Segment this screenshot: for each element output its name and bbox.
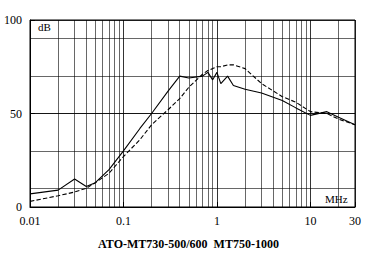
svg-text:0.1: 0.1 [116,214,131,228]
svg-text:MHz: MHz [325,193,348,205]
svg-text:0.01: 0.01 [20,214,41,228]
svg-text:ATO-MT730-500/600 MT750-1000: ATO-MT730-500/600 MT750-1000 [98,237,279,251]
svg-text:dB: dB [38,21,51,33]
svg-text:100: 100 [4,13,22,27]
svg-text:1: 1 [214,214,220,228]
svg-text:30: 30 [349,214,361,228]
svg-text:10: 10 [304,214,316,228]
svg-text:0: 0 [16,200,22,214]
svg-text:50: 50 [10,107,22,121]
